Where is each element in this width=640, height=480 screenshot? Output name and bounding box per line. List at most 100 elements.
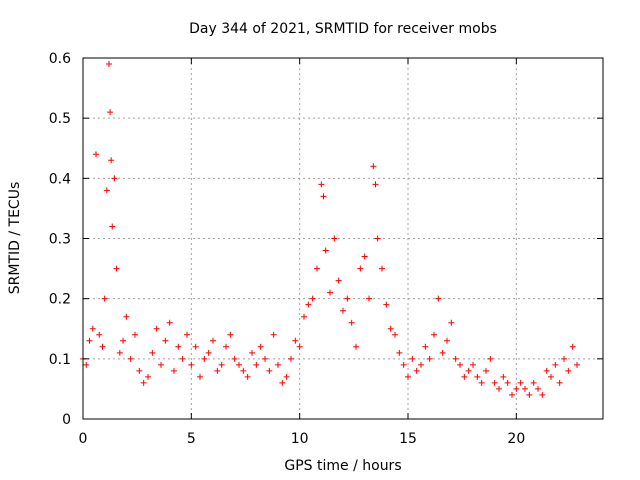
data-point	[478, 379, 485, 386]
data-point	[322, 247, 329, 254]
data-point	[470, 361, 476, 368]
data-point	[522, 385, 528, 392]
data-point	[409, 355, 416, 362]
data-point	[513, 385, 520, 392]
data-point	[357, 265, 364, 272]
data-point	[387, 325, 394, 332]
data-point	[292, 337, 299, 344]
data-point	[158, 361, 164, 368]
data-point	[340, 307, 346, 314]
data-point	[301, 313, 307, 320]
data-point	[99, 343, 106, 350]
data-point	[111, 175, 118, 182]
data-point	[405, 373, 411, 380]
data-point	[535, 385, 541, 392]
data-point	[231, 355, 238, 362]
data-point	[179, 355, 186, 362]
x-tick-label: 10	[291, 431, 309, 447]
data-point	[266, 367, 273, 374]
data-point	[205, 349, 212, 356]
data-point	[136, 367, 143, 374]
data-point	[392, 331, 398, 338]
chart-title: Day 344 of 2021, SRMTID for receiver mob…	[189, 21, 497, 37]
data-point	[113, 265, 120, 272]
data-point	[314, 265, 320, 272]
data-point	[275, 361, 281, 368]
data-point	[348, 319, 355, 326]
data-point	[188, 361, 195, 368]
data-point	[305, 301, 312, 308]
data-point	[83, 361, 90, 368]
data-point	[509, 391, 515, 398]
x-axis-label: GPS time / hours	[284, 458, 401, 474]
y-axis-label: SRMTID / TECUs	[7, 182, 23, 295]
data-point	[132, 331, 138, 338]
x-tick-label: 5	[187, 431, 196, 447]
y-tick-label: 0.6	[49, 51, 71, 67]
data-point	[474, 373, 481, 380]
data-point	[318, 181, 325, 188]
data-point	[370, 163, 377, 170]
data-point	[331, 235, 338, 242]
data-point	[452, 355, 459, 362]
y-tick-label: 0.3	[49, 232, 71, 248]
data-point	[116, 349, 123, 356]
data-point	[465, 367, 472, 374]
data-point	[561, 355, 567, 362]
data-point	[487, 355, 494, 362]
data-point	[366, 295, 372, 302]
data-point	[431, 331, 437, 338]
data-point	[569, 343, 576, 350]
data-point	[457, 361, 463, 368]
y-axis-ticks: 0 0.1 0.2 0.3 0.4 0.5 0.6	[49, 51, 603, 428]
data-point	[491, 379, 498, 386]
data-point	[123, 313, 130, 320]
data-point	[374, 235, 381, 242]
data-point	[361, 253, 368, 260]
data-point	[253, 361, 260, 368]
data-point	[218, 361, 225, 368]
data-point	[496, 385, 502, 392]
data-point	[149, 349, 156, 356]
data-point	[353, 343, 359, 350]
data-point	[192, 343, 199, 350]
data-point	[175, 343, 182, 350]
data-point	[444, 337, 450, 344]
data-point	[162, 337, 169, 344]
data-point	[379, 265, 385, 272]
data-point	[504, 379, 511, 386]
x-tick-label: 15	[399, 431, 417, 447]
data-point	[140, 379, 147, 386]
data-point	[543, 367, 550, 374]
data-point	[461, 373, 468, 380]
data-point	[309, 295, 316, 302]
data-point	[171, 367, 177, 374]
data-point	[223, 343, 229, 350]
data-point	[89, 325, 96, 332]
data-point	[93, 151, 99, 158]
data-point	[526, 391, 533, 398]
data-point	[383, 301, 390, 308]
data-points	[80, 61, 580, 398]
data-point	[184, 331, 190, 338]
data-point	[574, 361, 580, 368]
data-point	[435, 295, 442, 302]
data-point	[296, 343, 303, 350]
data-point	[426, 355, 433, 362]
y-tick-label: 0	[62, 412, 71, 428]
data-point	[210, 337, 216, 344]
data-point	[109, 223, 116, 230]
data-point	[422, 343, 429, 350]
data-point	[517, 379, 524, 386]
x-tick-label: 0	[79, 431, 88, 447]
data-point	[270, 331, 277, 338]
data-point	[418, 361, 424, 368]
y-tick-label: 0.1	[49, 352, 71, 368]
data-point	[552, 361, 559, 368]
data-point	[556, 379, 563, 386]
data-point	[240, 367, 247, 374]
data-point	[413, 367, 420, 374]
grid-lines	[83, 58, 603, 419]
y-tick-label: 0.4	[49, 171, 71, 187]
